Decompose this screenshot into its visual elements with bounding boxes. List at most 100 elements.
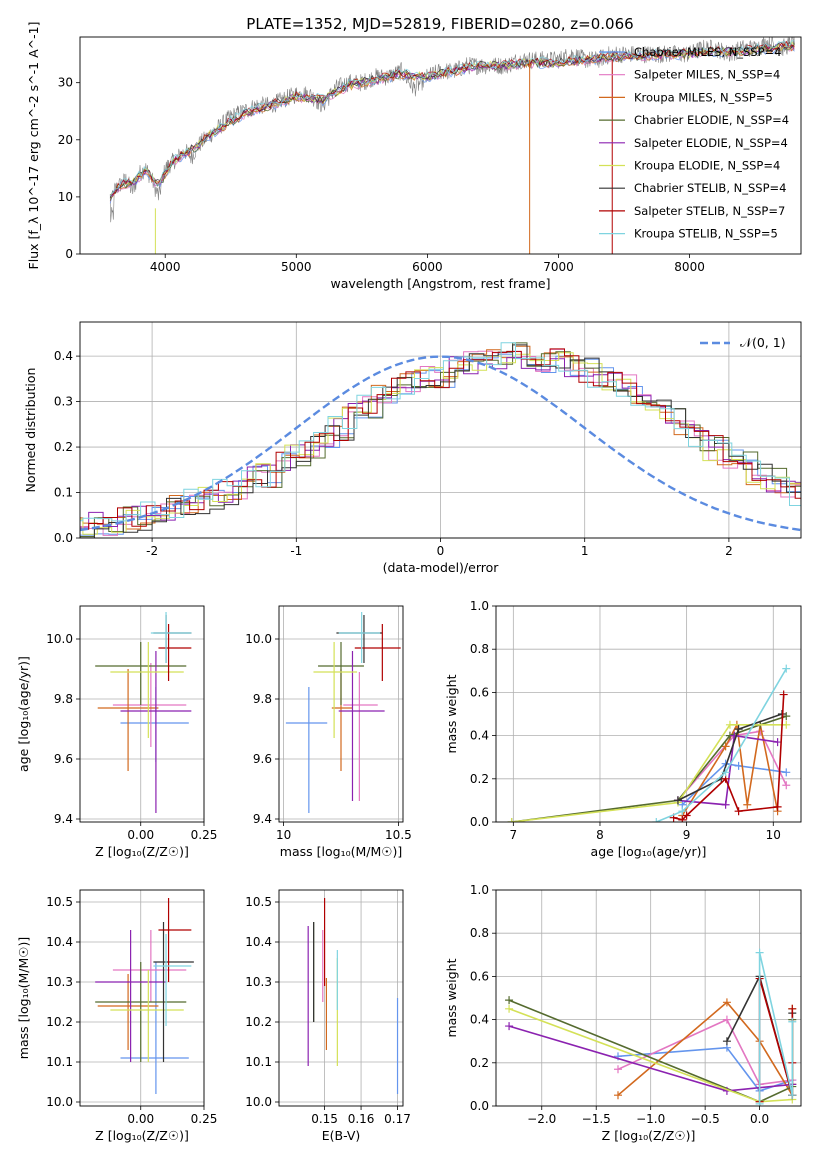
- age-vs-mass-panel: 10 10.5 9.4 9.6 9.8 10.0 mass [log₁₀(M/M☉)]: [245, 605, 412, 859]
- legend-entry: Kroupa STELIB, N_SSP=5: [634, 227, 778, 241]
- weight-point-marker: [773, 802, 782, 811]
- mass-vs-EBV-grid: [279, 890, 403, 1106]
- figure-title: PLATE=1352, MJD=52819, FIBERID=0280, z=0…: [246, 15, 633, 33]
- legend-entry: Kroupa MILES, N_SSP=5: [634, 90, 773, 104]
- x-tick-label: 0.16: [348, 1112, 375, 1126]
- y-tick-label: 0.2: [470, 772, 489, 786]
- x-tick-label: 0.00: [127, 1112, 154, 1126]
- residuals-legend: 𝒩(0, 1): [700, 335, 786, 350]
- weight-point-marker: [779, 690, 788, 699]
- x-tick-label: -1: [290, 544, 302, 558]
- y-tick-label: 10.0: [245, 632, 272, 646]
- residuals-ylabel: Normed distribution: [23, 368, 38, 493]
- y-tick-label: 9.4: [54, 812, 73, 826]
- y-tick-label: 10: [58, 190, 73, 204]
- residuals-panel: -2 -1 0 1 2 0.0 0.1 0.2 0.3 0.4 (data-model)/error…: [23, 321, 802, 575]
- y-tick-label: 10.2: [245, 1015, 272, 1029]
- y-tick-label: 1.0: [470, 599, 489, 613]
- weight-vs-age-frame: [495, 605, 802, 823]
- weight-point-marker: [721, 768, 730, 777]
- x-tick-label: 0.00: [127, 828, 154, 842]
- age-vs-mass-marks: [285, 612, 401, 813]
- weight-series-line: [511, 723, 787, 822]
- y-tick-label: 0: [65, 247, 73, 261]
- weight-point-marker: [682, 811, 691, 820]
- residual-histogram: [80, 342, 801, 522]
- x-tick-label: −1.0: [636, 1112, 665, 1126]
- weight-point-marker: [782, 768, 791, 777]
- weight-point-marker: [614, 1065, 622, 1074]
- x-tick-label: −1.5: [582, 1112, 611, 1126]
- spectrum-legend: Chabrier MILES, N_SSP=4 Salpeter MILES, N…: [599, 45, 789, 241]
- weight-point-marker: [725, 720, 734, 729]
- weight-point-marker: [678, 815, 687, 822]
- legend-entry: Salpeter STELIB, N_SSP=7: [634, 204, 785, 218]
- x-tick-label: 1: [581, 544, 589, 558]
- x-tick-label: -2: [146, 544, 158, 558]
- residual-histogram: [80, 344, 801, 538]
- residual-histogram: [80, 348, 801, 536]
- mass-vs-EBV-panel: 0.15 0.16 0.17 10.0 10.1 10.2 10.3 10.4 10.5 E(B-…: [245, 889, 411, 1143]
- y-tick-label: 0.8: [470, 926, 489, 940]
- weight-vs-age-grid: [496, 605, 801, 823]
- x-tick-label: 2: [725, 544, 733, 558]
- x-tick-label: 8: [596, 828, 604, 842]
- mass-vs-Z-panel: 0.00 0.25 10.0 10.1 10.2 10.3 10.4 10.5 Z [log₁₀…: [16, 889, 217, 1143]
- weight-point-marker: [673, 796, 682, 805]
- weight-point-marker: [734, 725, 743, 734]
- weight-point-marker: [788, 1017, 797, 1026]
- mass-vs-EBV-axes: 0.15 0.16 0.17 10.0 10.1 10.2 10.3 10.4 10.5 E(B-…: [245, 889, 411, 1143]
- y-tick-label: 10.1: [245, 1055, 272, 1069]
- y-tick-label: 0.4: [54, 349, 73, 363]
- x-tick-label: −2.0: [527, 1112, 556, 1126]
- x-tick-label: 0: [437, 544, 445, 558]
- y-tick-label: 10.5: [46, 895, 73, 909]
- x-tick-label: 0.0: [750, 1112, 769, 1126]
- mass-vs-Z-marks: [95, 898, 194, 1094]
- y-tick-label: 9.6: [54, 752, 73, 766]
- weight-vs-age-ylabel: mass weight: [444, 674, 459, 753]
- legend-entry: 𝒩(0, 1): [740, 335, 786, 350]
- spectrum-model-line: [110, 40, 795, 196]
- mass-vs-Z-xlabel: Z [log₁₀(Z/Z☉)]: [95, 1128, 189, 1143]
- age-vs-Z-xlabel: Z [log₁₀(Z/Z☉)]: [95, 844, 189, 859]
- y-tick-label: 1.0: [470, 883, 489, 897]
- spectrum-marks: [109, 37, 795, 254]
- weight-series-line: [655, 668, 787, 822]
- spectrum-frame: [79, 36, 802, 255]
- weight-series-line: [677, 730, 788, 801]
- weight-series-line: [677, 734, 778, 806]
- legend-entry: Chabrier STELIB, N_SSP=4: [634, 181, 786, 195]
- age-vs-Z-panel: 0.00 0.25 9.4 9.6 9.8 10.0 Z [log₁₀(Z/Z☉)] age …: [16, 605, 217, 859]
- y-tick-label: 0.1: [54, 486, 73, 500]
- x-tick-label: 10.5: [385, 828, 412, 842]
- weight-point-marker: [678, 807, 687, 816]
- weight-vs-Z-panel: −2.0 −1.5 −1.0 −0.5 0.0 0.0 0.2 0.4 0.6 0.8 1.0 Z […: [444, 883, 802, 1143]
- legend-entry: Salpeter MILES, N_SSP=4: [634, 68, 780, 82]
- mass-vs-EBV-frame: [278, 889, 404, 1107]
- y-tick-label: 0.4: [470, 729, 489, 743]
- y-tick-label: 9.6: [253, 752, 272, 766]
- age-vs-Z-axes: 0.00 0.25 9.4 9.6 9.8 10.0 Z [log₁₀(Z/Z☉)] age …: [16, 605, 217, 859]
- y-tick-label: 10.2: [46, 1015, 73, 1029]
- weight-point-marker: [721, 742, 730, 751]
- legend-entry: Kroupa ELODIE, N_SSP=4: [634, 159, 780, 173]
- residual-histogram: [80, 356, 801, 529]
- y-tick-label: 0.0: [54, 531, 73, 545]
- y-tick-label: 10.3: [245, 975, 272, 989]
- y-tick-label: 10.1: [46, 1055, 73, 1069]
- age-vs-mass-xlabel: mass [log₁₀(M/M☉)]: [280, 844, 402, 859]
- weight-point-marker: [722, 1015, 731, 1024]
- y-tick-label: 0.2: [54, 440, 73, 454]
- mass-vs-Z-frame: [79, 889, 205, 1107]
- normal-curve: [80, 355, 801, 532]
- x-tick-label: 9: [683, 828, 691, 842]
- x-tick-label: 8000: [674, 260, 705, 274]
- x-tick-label: 7000: [543, 260, 574, 274]
- weight-point-marker: [505, 996, 514, 1005]
- weight-vs-Z-grid: [496, 889, 801, 1107]
- spectrum-panel: 4000 5000 6000 7000 8000 0 10 20 30 wavelength [A…: [26, 22, 802, 291]
- weight-point-marker: [722, 1037, 731, 1046]
- x-tick-label: −0.5: [691, 1112, 720, 1126]
